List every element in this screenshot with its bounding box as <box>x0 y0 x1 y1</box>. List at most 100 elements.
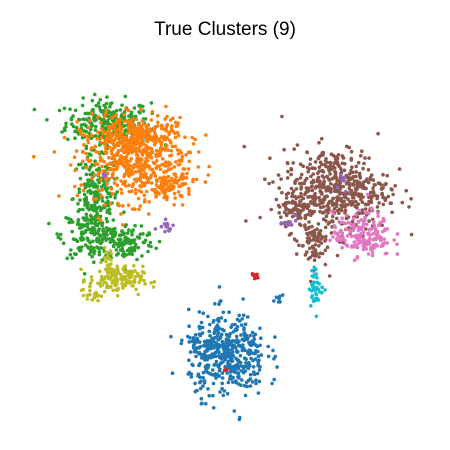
data-point <box>81 149 85 154</box>
data-point <box>301 164 306 168</box>
data-point <box>97 170 102 174</box>
data-point <box>175 181 179 185</box>
data-point <box>365 192 370 197</box>
data-point <box>165 114 169 119</box>
data-point <box>236 359 241 364</box>
data-point <box>364 186 368 191</box>
data-point <box>317 281 322 286</box>
data-point <box>176 178 181 183</box>
data-point <box>95 239 99 244</box>
data-point <box>131 182 136 186</box>
data-point <box>137 130 142 135</box>
data-point <box>217 326 222 331</box>
data-point <box>352 258 357 263</box>
data-point <box>154 148 159 153</box>
data-point <box>70 256 75 260</box>
data-point <box>181 167 185 171</box>
data-point <box>110 134 114 138</box>
data-point <box>217 355 222 360</box>
data-point <box>381 172 385 177</box>
data-point <box>241 346 246 351</box>
data-point <box>293 213 298 217</box>
data-point <box>92 230 96 235</box>
data-point <box>248 363 252 368</box>
data-point <box>250 330 255 335</box>
data-point <box>329 199 334 204</box>
data-point <box>295 239 299 243</box>
data-point <box>234 379 238 383</box>
data-point <box>66 216 71 221</box>
data-point <box>136 177 141 181</box>
data-point <box>127 163 131 167</box>
data-point <box>310 233 315 237</box>
data-point <box>256 354 261 359</box>
data-point <box>267 181 271 186</box>
data-point <box>187 358 191 363</box>
data-point <box>340 216 344 220</box>
data-point <box>129 128 133 132</box>
data-point <box>70 197 75 202</box>
data-point <box>151 285 156 289</box>
data-point <box>97 252 102 257</box>
data-point <box>217 285 222 289</box>
data-point <box>279 177 283 181</box>
data-point <box>307 236 312 240</box>
data-point <box>157 239 162 244</box>
data-point <box>92 173 97 177</box>
data-point <box>77 187 81 191</box>
data-point <box>80 159 85 164</box>
data-point <box>114 131 118 135</box>
data-point <box>96 115 100 119</box>
data-point <box>246 378 251 383</box>
data-point <box>213 302 217 306</box>
data-point <box>299 209 304 213</box>
data-point <box>92 294 97 299</box>
data-point <box>285 221 290 225</box>
data-point <box>104 178 109 183</box>
data-point <box>132 148 137 152</box>
data-point <box>356 228 361 233</box>
data-point <box>323 288 327 292</box>
data-point <box>77 226 82 230</box>
data-point <box>230 339 235 343</box>
data-point <box>149 147 154 152</box>
data-point <box>282 147 286 152</box>
data-point <box>96 216 101 220</box>
data-point <box>317 165 322 169</box>
data-point <box>153 126 157 130</box>
data-point <box>187 189 191 194</box>
data-point <box>237 417 242 422</box>
data-point <box>126 151 131 156</box>
data-point <box>310 224 314 229</box>
data-point <box>356 225 360 229</box>
data-point <box>131 117 135 121</box>
data-point <box>99 260 103 265</box>
data-point <box>154 183 159 187</box>
data-point <box>191 142 196 146</box>
data-point <box>217 374 221 378</box>
data-point <box>348 176 352 180</box>
data-point <box>123 252 128 257</box>
data-point <box>73 136 77 140</box>
data-point <box>140 165 145 169</box>
data-point <box>275 365 279 369</box>
data-point <box>366 168 371 172</box>
data-point <box>360 208 365 212</box>
data-point <box>193 137 197 142</box>
data-point <box>105 268 109 273</box>
data-point <box>144 125 149 130</box>
data-point <box>133 223 137 228</box>
data-point <box>124 278 128 282</box>
data-point <box>84 151 88 156</box>
data-point <box>133 269 137 273</box>
data-point <box>391 192 395 197</box>
chart-title: True Clusters (9) <box>154 19 296 40</box>
data-point <box>225 391 230 396</box>
data-point <box>94 124 98 129</box>
data-point <box>409 232 414 237</box>
data-point <box>235 317 240 322</box>
data-point <box>113 159 117 163</box>
data-point <box>96 281 100 286</box>
data-point <box>212 331 216 336</box>
data-point <box>85 245 90 249</box>
